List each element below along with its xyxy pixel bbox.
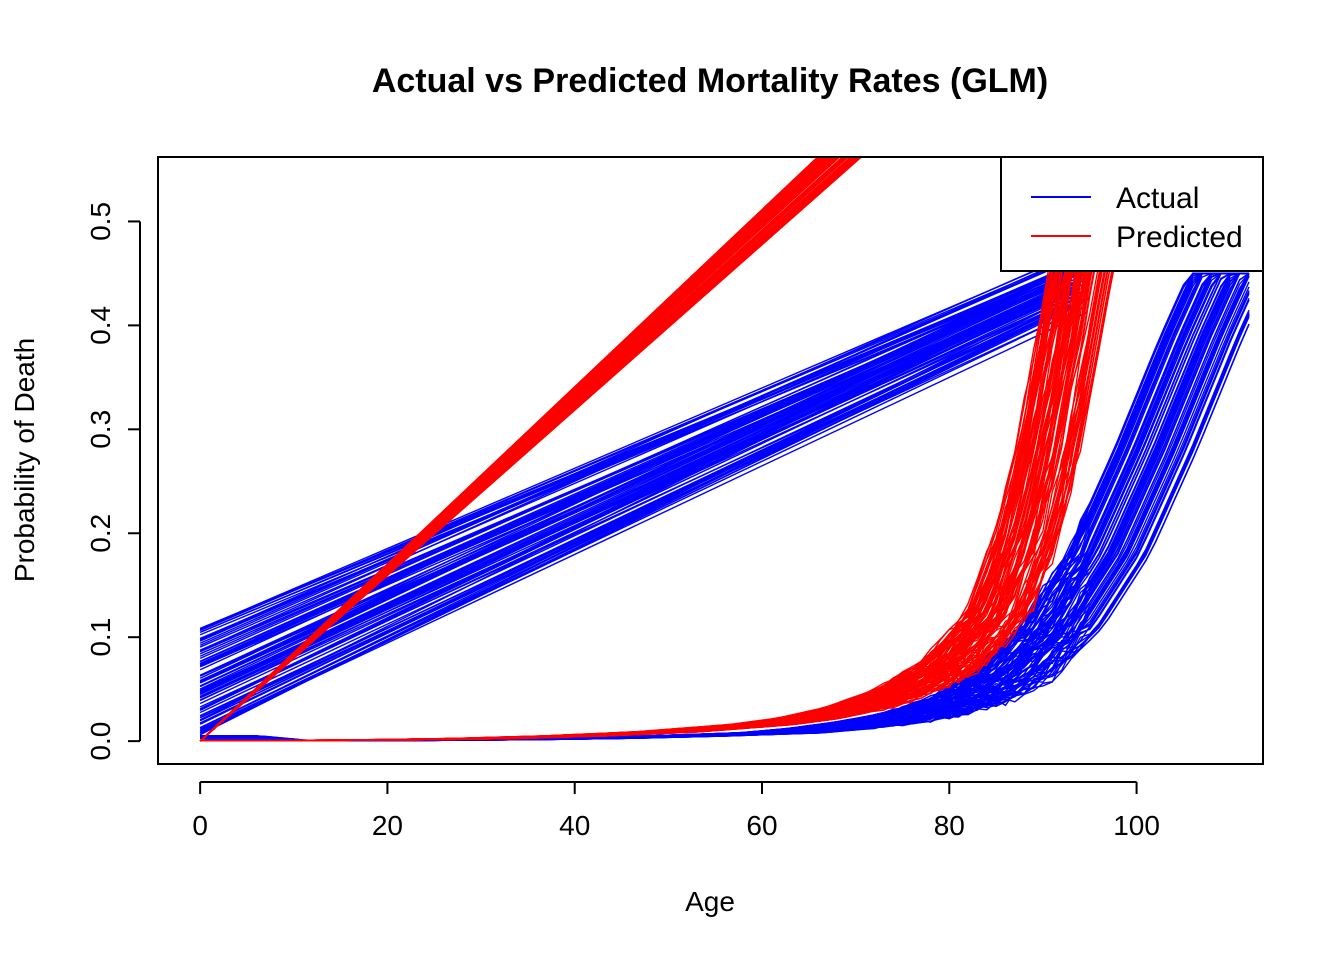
y-tick-label: 0.4: [85, 306, 116, 345]
actual-band-line: [199, 303, 1071, 734]
plot-frame: [157, 156, 1264, 765]
actual-band-line: [199, 264, 1074, 634]
chart-title: Actual vs Predicted Mortality Rates (GLM…: [372, 62, 1048, 100]
y-tick-label: 0.0: [85, 722, 116, 761]
legend-label-actual: Actual: [1116, 182, 1199, 215]
actual-band-line: [199, 291, 1081, 711]
actual-band-line: [199, 296, 1090, 708]
actual-band-line: [199, 286, 1065, 699]
y-axis: 0.0 0.1 0.2 0.3 0.4 0.5: [85, 202, 141, 761]
actual-band-line: [199, 259, 1065, 652]
legend-box: [1000, 156, 1264, 272]
x-tick-label: 80: [934, 810, 965, 841]
x-axis-label: Age: [685, 886, 735, 917]
actual-band-line: [199, 265, 1083, 640]
predicted-band-line: [199, 157, 841, 742]
legend-label-predicted: Predicted: [1116, 221, 1243, 254]
y-axis-label: Probability of Death: [9, 338, 40, 582]
y-tick-label: 0.5: [85, 202, 116, 241]
actual-band-line: [199, 310, 1077, 731]
x-tick-label: 0: [192, 810, 208, 841]
actual-band-line: [199, 291, 1077, 705]
actual-band-line: [199, 276, 1069, 655]
predicted-band-line: [199, 157, 822, 742]
x-tick-label: 20: [372, 810, 403, 841]
y-tick-label: 0.1: [85, 618, 116, 657]
actual-band-line: [199, 308, 1068, 729]
actual-band-line: [199, 258, 1063, 630]
actual-band-line: [199, 271, 1086, 666]
actual-band-line: [199, 311, 1088, 733]
actual-band-line: [199, 299, 1088, 717]
x-tick-label: 40: [559, 810, 590, 841]
x-tick-label: 100: [1113, 810, 1160, 841]
actual-band-line: [199, 294, 1066, 695]
y-tick-label: 0.2: [85, 514, 116, 553]
actual-band-line: [199, 269, 1083, 666]
actual-band-line: [199, 274, 1066, 662]
actual-band-line: [199, 292, 1088, 701]
actual-band-line: [199, 264, 1086, 630]
actual-band-line: [199, 281, 1076, 682]
predicted-band-line: [199, 157, 860, 742]
x-axis: 0 20 40 60 80 100: [192, 781, 1160, 841]
y-tick-label: 0.3: [85, 410, 116, 449]
actual-band-line: [199, 260, 1069, 644]
legend: Actual Predicted: [1000, 156, 1264, 272]
x-tick-label: 60: [746, 810, 777, 841]
